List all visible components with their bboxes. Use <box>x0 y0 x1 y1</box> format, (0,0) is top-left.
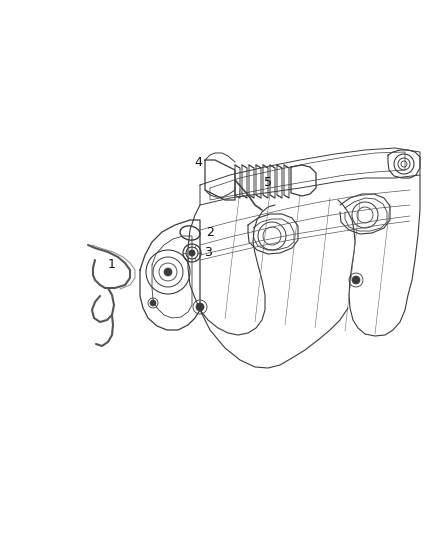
Text: 4: 4 <box>194 157 202 169</box>
Circle shape <box>196 303 204 311</box>
Circle shape <box>164 268 172 276</box>
Text: 5: 5 <box>264 176 272 190</box>
Text: 1: 1 <box>108 259 116 271</box>
Circle shape <box>150 300 156 306</box>
Circle shape <box>352 276 360 284</box>
Circle shape <box>189 250 195 256</box>
Text: 3: 3 <box>204 246 212 260</box>
Text: 2: 2 <box>206 225 214 238</box>
